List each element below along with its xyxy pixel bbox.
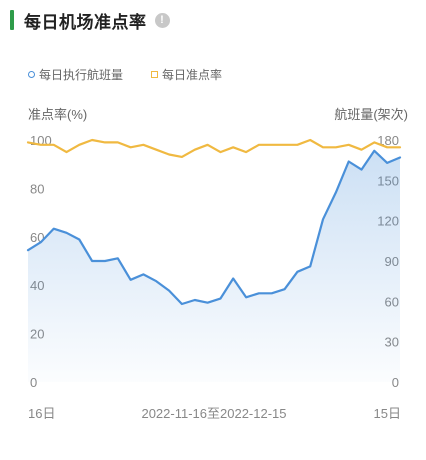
series-point-0[interactable] [268,289,276,297]
series-point-0[interactable] [358,166,366,174]
series-point-0[interactable] [345,158,353,166]
left-tick-label: 80 [30,181,44,196]
series-point-1[interactable] [242,148,250,156]
x-label-end: 15日 [374,406,401,421]
legend-item-ontime[interactable]: 每日准点率 [151,66,222,83]
series-point-0[interactable] [204,299,212,307]
series-point-1[interactable] [383,143,391,151]
left-axis-title: 准点率(%) [28,107,88,122]
series-point-0[interactable] [139,270,147,278]
series-point-1[interactable] [37,141,45,149]
section-title: 每日机场准点率 [24,12,147,32]
legend-item-flights[interactable]: 每日执行航班量 [28,66,123,83]
series-point-0[interactable] [242,293,250,301]
series-point-1[interactable] [50,141,58,149]
series-area-0 [28,150,400,382]
series-point-1[interactable] [281,141,289,149]
series-point-0[interactable] [101,257,109,265]
series-point-1[interactable] [268,141,276,149]
series-point-0[interactable] [396,154,404,162]
series-point-0[interactable] [63,229,71,237]
series-point-0[interactable] [24,246,32,254]
x-label-range: 2022-11-16至2022-12-15 [141,406,286,421]
square-marker-icon [151,71,159,78]
legend-label-flights: 每日执行航班量 [39,68,124,82]
series-point-0[interactable] [88,257,96,265]
section-header: 每日机场准点率 ! [10,8,170,32]
series-point-1[interactable] [114,138,122,146]
series-point-0[interactable] [255,289,263,297]
right-axis-title: 航班量(架次) [334,107,408,122]
series-point-0[interactable] [216,295,224,303]
series-point-1[interactable] [178,153,186,161]
series-point-0[interactable] [332,188,340,196]
info-icon[interactable]: ! [154,12,170,28]
series-point-0[interactable] [75,236,83,244]
series-point-0[interactable] [152,277,160,285]
legend-label-ontime: 每日准点率 [162,68,223,82]
series-point-0[interactable] [50,225,58,233]
right-tick-label: 180 [377,133,399,148]
series-point-1[interactable] [139,141,147,149]
left-tick-label: 0 [30,375,37,390]
series-point-1[interactable] [101,138,109,146]
series-point-0[interactable] [165,287,173,295]
series-point-1[interactable] [63,148,71,156]
series-point-1[interactable] [332,143,340,151]
series-point-0[interactable] [191,296,199,304]
series-point-1[interactable] [229,143,237,151]
series-point-1[interactable] [345,141,353,149]
series-point-0[interactable] [293,268,301,276]
series-point-1[interactable] [24,138,32,146]
series-point-1[interactable] [75,141,83,149]
series-point-1[interactable] [255,141,263,149]
series-point-0[interactable] [281,285,289,293]
series-point-0[interactable] [319,215,327,223]
series-point-1[interactable] [306,136,314,144]
accent-bar [10,10,14,30]
circle-marker-icon [28,71,35,78]
series-line-1[interactable] [26,138,402,158]
series-point-0[interactable] [229,275,237,283]
series-point-1[interactable] [358,146,366,154]
series-point-0[interactable] [127,276,135,284]
series-point-1[interactable] [396,143,404,151]
series-point-0[interactable] [114,254,122,262]
series-point-0[interactable] [37,238,45,246]
series-line-0[interactable] [26,149,402,306]
series-point-0[interactable] [306,262,314,270]
series-point-0[interactable] [383,159,391,167]
series-point-1[interactable] [152,146,160,154]
series-point-1[interactable] [165,151,173,159]
right-tick-label: 0 [392,375,399,390]
series-point-1[interactable] [370,138,378,146]
series-point-1[interactable] [293,141,301,149]
series-point-1[interactable] [191,146,199,154]
series-point-1[interactable] [127,143,135,151]
series-point-0[interactable] [178,300,186,308]
series-point-1[interactable] [88,136,96,144]
series-point-1[interactable] [216,148,224,156]
chart-legend: 每日执行航班量 每日准点率 [28,66,250,83]
series-point-1[interactable] [319,143,327,151]
series-point-1[interactable] [204,141,212,149]
series-point-0[interactable] [370,147,378,155]
x-label-start: 16日 [28,406,55,421]
